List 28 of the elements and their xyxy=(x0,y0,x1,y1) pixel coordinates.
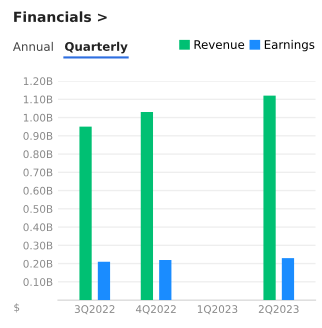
y-tick-label: 1.10B xyxy=(24,96,52,104)
y-tick-label: 1.00B xyxy=(24,114,52,122)
x-tick-label: 4Q2022 xyxy=(136,305,176,314)
bar xyxy=(140,112,154,300)
legend-label: Revenue xyxy=(194,40,244,50)
y-tick-label: 0.80B xyxy=(23,150,52,158)
x-tick-label: 1Q2023 xyxy=(198,305,238,314)
bar xyxy=(159,260,172,300)
y-tick-label: 0.70B xyxy=(23,168,52,176)
x-tick-label: 2Q2023 xyxy=(258,305,299,314)
y-tick-label: 0.30B xyxy=(23,242,52,250)
y-axis-title: $ xyxy=(14,303,20,313)
y-tick-label: 1.20B xyxy=(24,77,52,86)
legend-label: Earnings xyxy=(264,40,314,52)
text: Quarterly xyxy=(64,42,128,54)
bar xyxy=(282,258,294,300)
bar xyxy=(98,262,110,300)
bar xyxy=(263,96,276,300)
text: Annual xyxy=(12,42,53,51)
y-tick-label: 0.90B xyxy=(23,132,52,140)
y-tick-label: 0.60B xyxy=(23,186,52,195)
y-tick-label: 0.50B xyxy=(23,205,52,213)
y-tick-label: 0.40B xyxy=(23,223,52,232)
chart-title: Financials > xyxy=(14,11,107,22)
y-tick-label: 0.20B xyxy=(23,260,52,268)
y-tick-label: 0.10B xyxy=(23,278,52,286)
bar xyxy=(79,126,92,300)
x-tick-label: 3Q2022 xyxy=(74,305,114,314)
